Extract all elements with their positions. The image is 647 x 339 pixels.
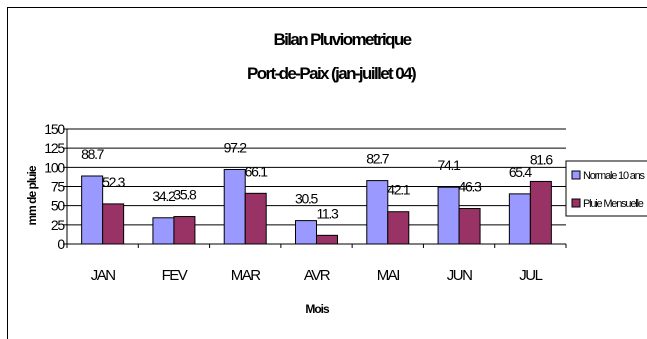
x-category-label: MAR [231, 267, 262, 284]
x-category-label: MAI [377, 267, 400, 284]
bar-pluie-jul [529, 180, 552, 245]
data-label: 35.8 [173, 187, 197, 203]
data-labels: 88.7 52.3 34.235.8 97.2 66.1 30.511.3 82.7 42.1… [81, 139, 555, 221]
bar-pluie-fev [173, 216, 196, 245]
data-label: 65.4 [509, 164, 533, 180]
bar-normale-fev [152, 217, 175, 245]
bar-pluie-jan [102, 203, 125, 245]
data-label: 82.7 [366, 151, 390, 167]
legend-swatch [571, 170, 581, 180]
bar-normale-mai [366, 180, 389, 245]
data-label: 30.5 [295, 191, 319, 207]
legend-label: Pluie Mensuelle [583, 198, 644, 210]
x-category-label: JAN [91, 267, 116, 284]
data-label: 42.1 [387, 182, 411, 198]
bar-pluie-jun [458, 208, 481, 245]
legend-label: Normale 10 ans [583, 170, 646, 182]
data-label: 97.2 [224, 139, 248, 155]
bar-normale-jul [508, 193, 531, 245]
x-category-label: JUN [447, 267, 472, 284]
y-tick-label: 25 [51, 217, 66, 233]
data-label: 11.3 [316, 205, 339, 221]
chart-frame [7, 7, 647, 339]
data-label: 81.6 [530, 151, 554, 167]
x-category-label: FEV [162, 267, 188, 284]
bar-pluie-mar [244, 192, 267, 245]
y-tick-label: 75 [51, 179, 66, 195]
data-label: 46.3 [459, 179, 483, 195]
data-label: 88.7 [81, 146, 105, 162]
chart-title: Bilan Pluviometrique Port-de-Paix (jan-j… [247, 30, 418, 83]
legend: Normale 10 ans Pluie Mensuelle [565, 160, 647, 217]
y-axis-label: mm de pluie [25, 165, 39, 225]
data-label: 52.3 [102, 174, 126, 190]
x-axis-categories: JAN FEV MAR AVR MAI JUN JUL [91, 267, 544, 284]
data-label: 34.2 [152, 188, 176, 204]
data-label: 66.1 [245, 163, 269, 179]
y-tick-label: 125 [44, 140, 65, 156]
bar-normale-mar [223, 168, 246, 245]
bar-normale-avr [295, 220, 317, 245]
bar-pluie-avr [316, 234, 338, 245]
bar-normale-jan [81, 175, 104, 245]
x-category-label: AVR [304, 267, 331, 284]
chart-title-line-2: Port-de-Paix (jan-juillet 04) [247, 64, 416, 83]
y-tick-label: 50 [51, 198, 66, 214]
y-tick-label: 0 [57, 236, 65, 252]
y-tick-label: 150 [44, 121, 65, 137]
bar-normale-jun [437, 186, 460, 245]
bar-pluie-mai [387, 211, 410, 245]
y-axis-ticks: 0 25 50 75 100 125 150 [44, 121, 67, 252]
legend-swatch [571, 198, 581, 208]
x-axis-label: Mois [305, 302, 330, 316]
data-label: 74.1 [438, 157, 462, 173]
bars [81, 168, 552, 245]
y-tick-label: 100 [44, 159, 65, 175]
x-category-label: JUL [519, 267, 542, 284]
chart-title-line-1: Bilan Pluviometrique [273, 30, 411, 49]
